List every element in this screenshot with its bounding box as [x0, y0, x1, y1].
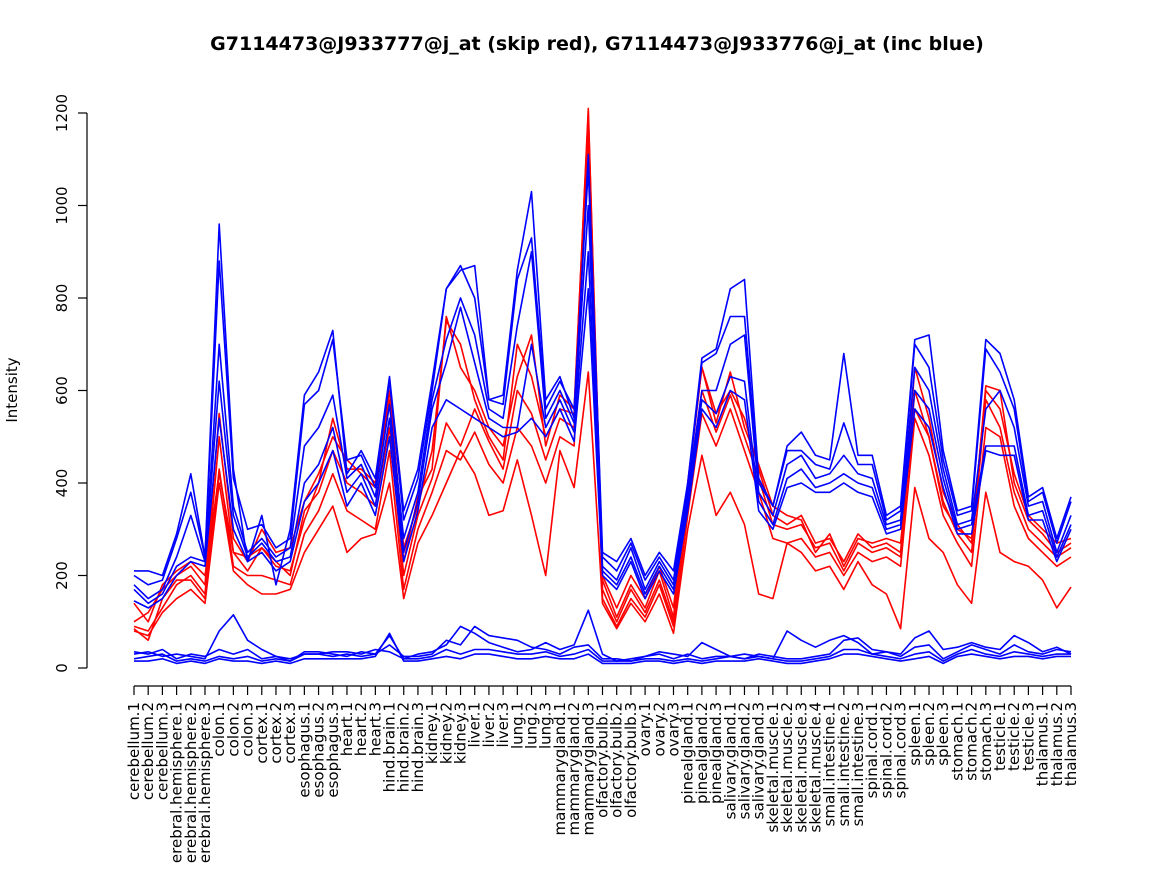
x-tick-label: cerebral.hemisphere.2	[182, 702, 200, 864]
y-tick-label: 200	[53, 561, 71, 590]
x-tick-label: heart.3	[366, 702, 384, 756]
x-tick-label: testicle.1	[991, 702, 1009, 771]
x-tick-label: hind.brain.2	[395, 702, 413, 792]
x-tick-label: stomach.3	[977, 702, 995, 781]
x-tick-label: thalamus.2	[1048, 702, 1066, 786]
x-tick-label: lung.2	[523, 702, 541, 749]
y-tick-label: 800	[53, 284, 71, 313]
x-tick-label: esophagus.2	[310, 702, 328, 798]
x-tick-label: pinealgland.1	[679, 702, 697, 804]
x-tick-label: mammarygland.3	[579, 702, 597, 835]
x-tick-label: kidney.1	[423, 702, 441, 764]
x-tick-label: small.intestine.3	[849, 702, 867, 826]
y-tick-label: 1200	[53, 94, 71, 132]
chart-title: G7114473@J933777@j_at (skip red), G71144…	[210, 33, 984, 55]
x-tick-label: colon.1	[210, 702, 228, 757]
x-tick-label: thalamus.3	[1062, 702, 1080, 786]
x-tick-label: pinealgland.3	[707, 702, 725, 804]
x-axis: cerebellum.1cerebellum.2cerebellum.3cere…	[125, 685, 1080, 869]
x-tick-label: colon.2	[224, 702, 242, 757]
x-tick-label: skeletal.muscle.1	[764, 702, 782, 833]
x-tick-label: cerebellum.2	[139, 702, 157, 800]
series-line-inc-5	[133, 287, 1072, 609]
x-tick-label: skeletal.muscle.2	[778, 702, 796, 833]
x-tick-label: spinal.cord.3	[892, 702, 910, 798]
y-axis: 0 200 400 600 800 1000 1200	[53, 94, 88, 673]
x-tick-label: hind.brain.3	[409, 702, 427, 792]
x-tick-label: olfactory.bulb.3	[622, 702, 640, 818]
x-tick-label: small.intestine.1	[821, 702, 839, 826]
x-tick-label: small.intestine.2	[835, 702, 853, 826]
x-tick-label: liver.1	[466, 702, 484, 748]
x-tick-label: liver.2	[480, 702, 498, 748]
series-line-inc-6	[133, 609, 1072, 662]
x-tick-label: cerebellum.3	[153, 702, 171, 800]
x-tick-label: spinal.cord.2	[877, 702, 895, 798]
x-tick-label: salivary.gland.1	[721, 702, 739, 819]
x-tick-label: cerebral.hemisphere.3	[196, 702, 214, 864]
x-tick-label: pinealgland.2	[693, 702, 711, 804]
x-tick-label: ovary.3	[664, 702, 682, 756]
y-tick-label: 1000	[53, 186, 71, 224]
x-tick-label: lung.1	[508, 702, 526, 749]
x-tick-label: hind.brain.1	[381, 702, 399, 792]
x-tick-label: liver.3	[494, 702, 512, 748]
x-tick-label: skeletal.muscle.3	[792, 702, 810, 833]
series-line-inc-9	[134, 632, 1071, 665]
x-tick-label: ovary.2	[650, 702, 668, 756]
x-tick-label: skeletal.muscle.4	[806, 702, 824, 833]
x-tick-label: heart.1	[338, 702, 356, 756]
x-tick-label: spleen.3	[934, 702, 952, 766]
x-tick-label: cortex.2	[267, 702, 285, 764]
x-tick-label: cerebellum.1	[125, 702, 143, 800]
x-tick-label: spleen.1	[906, 702, 924, 766]
x-tick-label: colon.3	[239, 702, 257, 757]
x-tick-label: stomach.1	[948, 702, 966, 781]
x-tick-label: heart.2	[352, 702, 370, 756]
x-tick-label: cortex.3	[281, 702, 299, 764]
series-line-inc-1	[134, 153, 1072, 586]
x-tick-label: esophagus.3	[324, 702, 342, 798]
x-tick-label: lung.3	[537, 702, 555, 749]
series-layer	[133, 107, 1072, 665]
x-tick-label: spinal.cord.1	[863, 702, 881, 798]
y-tick-label: 0	[53, 663, 71, 673]
x-tick-label: kidney.2	[437, 702, 455, 764]
x-tick-label: spleen.2	[920, 702, 938, 766]
x-tick-label: kidney.3	[452, 702, 470, 764]
x-tick-label: salivary.gland.3	[750, 702, 768, 819]
series-line-inc-2	[133, 167, 1072, 586]
x-tick-label: mammarygland.2	[565, 702, 583, 835]
y-tick-label: 600	[53, 376, 71, 405]
x-tick-label: thalamus.1	[1034, 702, 1052, 786]
x-tick-label: salivary.gland.2	[735, 702, 753, 819]
x-tick-label: mammarygland.1	[551, 702, 569, 835]
x-tick-label: olfactory.bulb.1	[594, 702, 612, 818]
y-axis-label: Intensity	[3, 357, 21, 422]
x-tick-label: ovary.1	[636, 702, 654, 756]
x-tick-label: cortex.1	[253, 702, 271, 764]
x-tick-label: testicle.2	[1005, 702, 1023, 771]
series-line-inc-8	[133, 634, 1071, 662]
x-tick-label: esophagus.1	[295, 702, 313, 798]
series-line-skip-5	[133, 371, 1072, 637]
x-tick-label: stomach.2	[963, 702, 981, 781]
x-tick-label: olfactory.bulb.2	[608, 702, 626, 818]
x-tick-label: cerebral.hemisphere.1	[168, 702, 186, 864]
y-tick-label: 400	[53, 469, 71, 498]
x-tick-label: testicle.3	[1019, 702, 1037, 771]
